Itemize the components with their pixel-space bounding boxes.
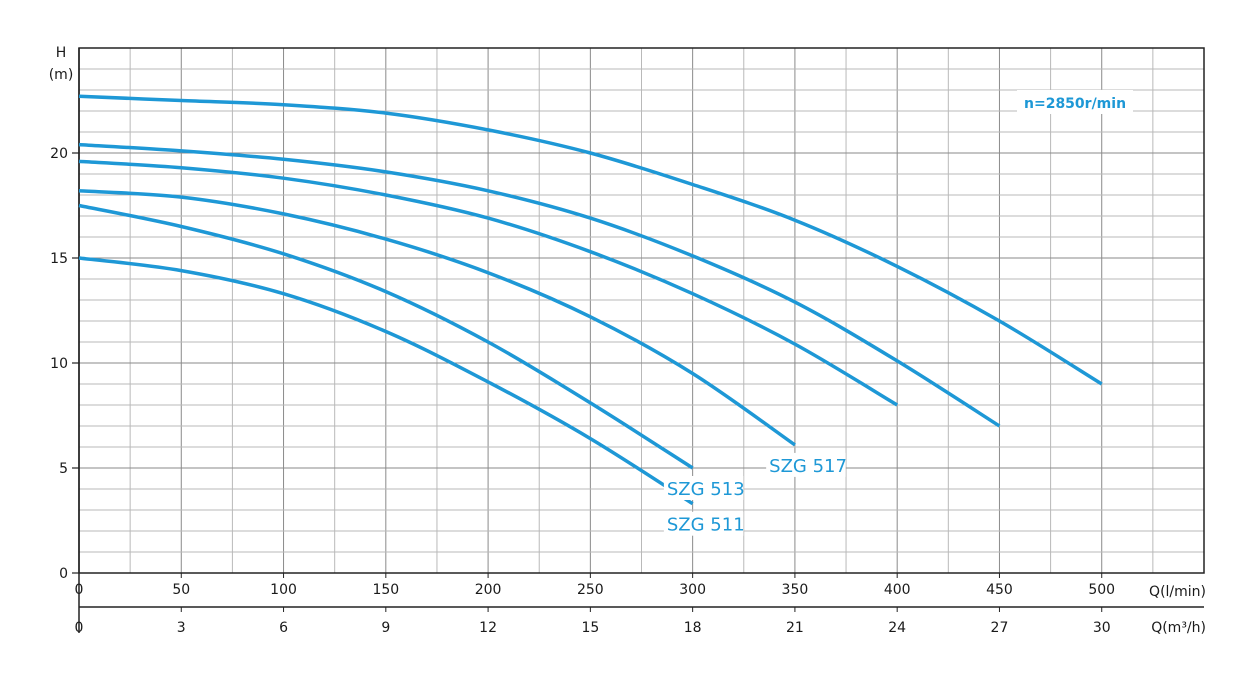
x-tick-label: 450 (986, 582, 1013, 598)
curve-series-5 (78, 142, 1001, 428)
speed-annotation: n=2850r/min (1024, 96, 1126, 112)
x2-tick-label: 24 (888, 620, 906, 636)
x2-tick-label: 0 (75, 620, 84, 636)
grid (79, 48, 1204, 573)
x-tick-label: 200 (475, 582, 502, 598)
x2-tick-label: 9 (381, 620, 390, 636)
x2-tick-label: 15 (581, 620, 599, 636)
y-axis-title: H (56, 45, 67, 61)
curves (78, 94, 1103, 506)
y-tick-label: 10 (50, 356, 68, 372)
x2-tick-label: 21 (786, 620, 804, 636)
speed-annotation-bg (1017, 90, 1133, 114)
y-tick-label: 5 (59, 461, 68, 477)
x-tick-label: 50 (172, 582, 190, 598)
curve-label: SZG 517 (769, 456, 847, 477)
x-tick-label: 350 (782, 582, 809, 598)
y-axis-unit: (m) (49, 67, 74, 83)
x-tick-label: 150 (372, 582, 399, 598)
y-tick-label: 0 (59, 566, 68, 582)
curve-series-2 (78, 203, 694, 470)
x2-tick-label: 12 (479, 620, 497, 636)
x-tick-label: 250 (577, 582, 604, 598)
curve-series-1 (78, 256, 694, 506)
x-tick-label: 300 (679, 582, 706, 598)
x-tick-label: 400 (884, 582, 911, 598)
curve-series-4 (78, 159, 899, 407)
curve-label: SZG 511 (667, 515, 745, 536)
x2-tick-label: 30 (1093, 620, 1111, 636)
x-tick-label: 500 (1088, 582, 1115, 598)
curve-label-bg (663, 511, 744, 536)
labels: SZG 511 SZG 513 SZG 517 n=2850r/min (663, 90, 1133, 536)
y-tick-label: 15 (50, 251, 68, 267)
x2-tick-label: 3 (177, 620, 186, 636)
curve-label-bg (663, 476, 744, 500)
x2-tick-label: 18 (684, 620, 702, 636)
x-tick-label: 0 (75, 582, 84, 598)
curve-series-6 (78, 94, 1103, 386)
curve-series-3 (78, 189, 796, 447)
x-axis-title: Q(l/min) (1149, 584, 1206, 600)
x2-axis-title: Q(m³/h) (1151, 620, 1206, 636)
curve-label: SZG 513 (667, 479, 745, 500)
x2-tick-label: 27 (991, 620, 1009, 636)
x-tick-label: 100 (270, 582, 297, 598)
curve-label-bg (766, 452, 846, 477)
x2-tick-label: 6 (279, 620, 288, 636)
y-tick-label: 20 (50, 146, 68, 162)
